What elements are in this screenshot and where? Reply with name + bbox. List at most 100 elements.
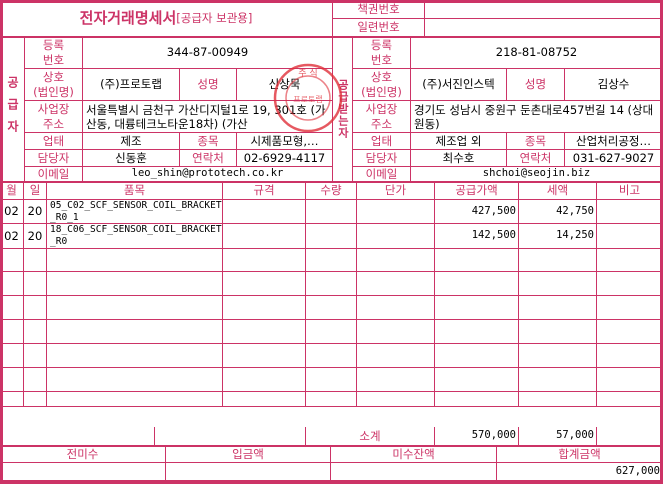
empty-row-supply (435, 368, 519, 392)
receiver-item-type-label: 종목 (507, 133, 565, 150)
receiver-reg-no-label: 등록 번호 (353, 37, 411, 69)
prev-unpaid-value (0, 463, 166, 481)
empty-row-spec (223, 272, 306, 296)
empty-row-unit-price (357, 392, 435, 407)
empty-row-item (47, 272, 223, 296)
empty-row-day (24, 249, 47, 272)
receiver-company: (주)서진인스텍 (411, 69, 507, 101)
receiver-contact: 031-627-9027 (565, 150, 663, 167)
receiver-rep-label: 성명 (507, 69, 565, 101)
column-header-note: 비고 (597, 182, 663, 200)
empty-row-month (0, 272, 24, 296)
total-label: 합계금액 (497, 447, 663, 463)
receiver-business-type-label: 업태 (353, 133, 411, 150)
title-text: 전자거래명세서 (79, 8, 177, 27)
serial-number-value (425, 19, 663, 37)
empty-row-qty (306, 249, 357, 272)
empty-row-day (24, 320, 47, 344)
empty-row-item (47, 344, 223, 368)
empty-row-tax (519, 249, 597, 272)
column-header-month: 월 (0, 182, 24, 200)
empty-row-qty (306, 320, 357, 344)
empty-row-day (24, 344, 47, 368)
table-row-qty (306, 200, 357, 224)
receiver-address-label: 사업장 주소 (353, 101, 411, 133)
serial-number-label: 일련번호 (333, 19, 425, 37)
empty-row-spec (223, 344, 306, 368)
supplier-reg-no-label: 등록 번호 (25, 37, 83, 69)
empty-row-note (597, 296, 663, 320)
empty-row-note (597, 320, 663, 344)
table-row-supply: 142,500 (435, 224, 519, 249)
empty-row-spec (223, 368, 306, 392)
empty-row-day (24, 368, 47, 392)
table-row-item: 05_C02_SCF_SENSOR_COIL_BRACKET_R0_1 (47, 200, 223, 224)
empty-row-item (47, 296, 223, 320)
book-number-value (425, 0, 663, 19)
table-row-day: 20 (24, 200, 47, 224)
empty-row-qty (306, 368, 357, 392)
supplier-company-label: 상호 (법인명) (25, 69, 83, 101)
supplier-manager: 신동훈 (83, 150, 180, 167)
receiver-email-label: 이메일 (353, 167, 411, 182)
supplier-address-label: 사업장 주소 (25, 101, 83, 133)
empty-row-qty (306, 392, 357, 407)
supplier-address: 서울특별시 금천구 가산디지털1로 19, 301호 (가산동, 대륭테크노타운… (83, 101, 333, 133)
subtotal-blank (155, 427, 306, 446)
empty-row-day (24, 272, 47, 296)
table-row-note (597, 200, 663, 224)
empty-row-supply (435, 344, 519, 368)
empty-row-unit-price (357, 368, 435, 392)
unpaid-balance-label: 미수잔액 (331, 447, 497, 463)
supplier-item-type-label: 종목 (180, 133, 237, 150)
receiver-email: shchoi@seojin.biz (411, 167, 663, 182)
prev-unpaid-label: 전미수 (0, 447, 166, 463)
table-row-spec (223, 224, 306, 249)
empty-row-tax (519, 320, 597, 344)
empty-row-month (0, 249, 24, 272)
empty-row-month (0, 296, 24, 320)
deposit-value (166, 463, 331, 481)
supplier-side-label: 공급자 (0, 37, 25, 182)
divider (0, 445, 663, 447)
supplier-manager-label: 담당자 (25, 150, 83, 167)
table-row-supply: 427,500 (435, 200, 519, 224)
empty-row-supply (435, 320, 519, 344)
supplier-contact-label: 연락처 (180, 150, 237, 167)
table-row-unit-price (357, 224, 435, 249)
receiver-contact-label: 연락처 (507, 150, 565, 167)
table-row-month: 02 (0, 224, 24, 249)
column-header-qty: 수량 (306, 182, 357, 200)
supplier-rep-label: 성명 (180, 69, 237, 101)
supplier-business-type-label: 업태 (25, 133, 83, 150)
table-row-spec (223, 200, 306, 224)
receiver-rep: 김상수 (565, 69, 663, 101)
table-row-item: 18_C06_SCF_SENSOR_COIL_BRACKET_R0 (47, 224, 223, 249)
supplier-reg-no: 344-87-00949 (83, 37, 333, 69)
table-row-tax: 14,250 (519, 224, 597, 249)
empty-row-tax (519, 272, 597, 296)
receiver-item-type: 산업처리공정… (565, 133, 663, 150)
document-title: 전자거래명세서 [공급자 보관용] (0, 0, 333, 37)
subtotal-tax: 57,000 (519, 427, 597, 446)
unpaid-balance-value (331, 463, 497, 481)
receiver-side-label: 공급받는자 (333, 37, 353, 182)
empty-row-unit-price (357, 296, 435, 320)
deposit-label: 입금액 (166, 447, 331, 463)
receiver-reg-no: 218-81-08752 (411, 37, 663, 69)
supplier-email-label: 이메일 (25, 167, 83, 182)
subtotal-supply: 570,000 (435, 427, 519, 446)
empty-row-tax (519, 368, 597, 392)
column-header-day: 일 (24, 182, 47, 200)
empty-row-supply (435, 249, 519, 272)
column-header-unit-price: 단가 (357, 182, 435, 200)
empty-row-item (47, 249, 223, 272)
empty-row-month (0, 320, 24, 344)
empty-row-note (597, 249, 663, 272)
empty-row-spec (223, 249, 306, 272)
column-header-supply: 공급가액 (435, 182, 519, 200)
empty-row-tax (519, 392, 597, 407)
total-value: 627,000 (497, 463, 663, 481)
empty-row-item (47, 320, 223, 344)
